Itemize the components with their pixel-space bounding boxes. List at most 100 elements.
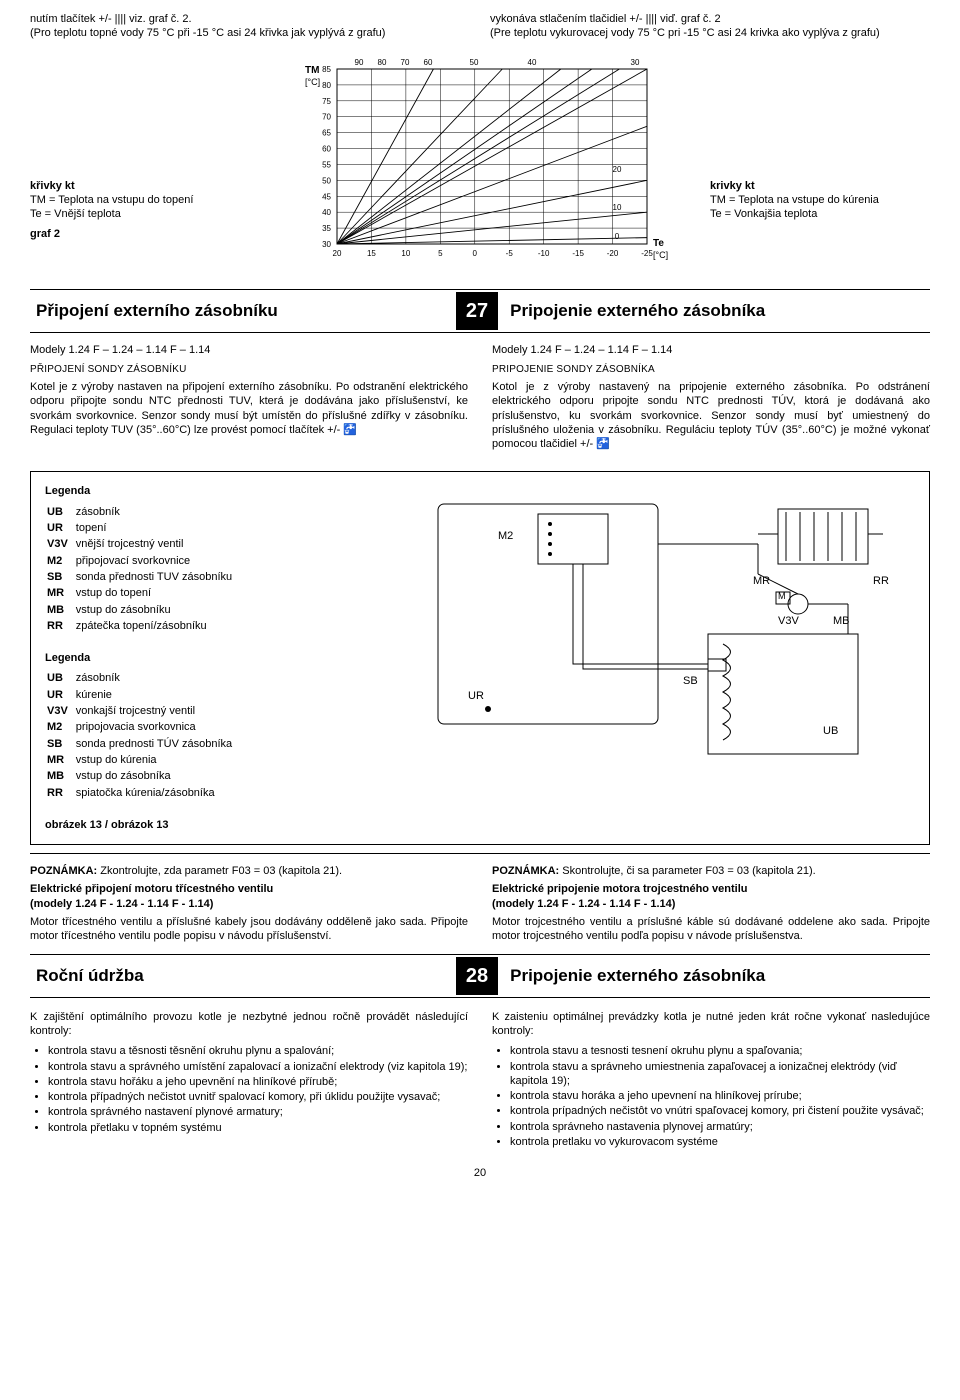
svg-text:-20: -20 bbox=[607, 249, 619, 258]
section-27-bar: Připojení externího zásobníku 27 Pripoje… bbox=[30, 289, 930, 333]
curves-left-title: křivky kt bbox=[30, 179, 250, 193]
svg-text:10: 10 bbox=[401, 249, 410, 258]
svg-text:MR: MR bbox=[753, 575, 770, 587]
maintenance-left: K zajištění optimálního provozu kotle je… bbox=[30, 1010, 468, 1151]
curves-legend-right: krivky kt TM = Teplota na vstupe do kúre… bbox=[710, 49, 930, 222]
maint-right-intro: K zaisteniu optimálnej prevádzky kotla j… bbox=[492, 1010, 930, 1039]
curves-left-tm: TM = Teplota na vstupu do topení bbox=[30, 193, 250, 207]
note-right: POZNÁMKA: Skontrolujte, či sa parameter … bbox=[492, 864, 930, 943]
svg-text:15: 15 bbox=[367, 249, 376, 258]
legend-row: URkúrenie bbox=[47, 688, 232, 702]
chart-row: křivky kt TM = Teplota na vstupu do tope… bbox=[30, 49, 930, 269]
notes-row: POZNÁMKA: Zkontrolujte, zda parametr F03… bbox=[30, 864, 930, 943]
para-left: Kotel je z výroby nastaven na připojení … bbox=[30, 380, 468, 437]
svg-text:40: 40 bbox=[322, 208, 331, 217]
note-left-p1: POZNÁMKA: Zkontrolujte, zda parametr F03… bbox=[30, 864, 468, 878]
svg-text:70: 70 bbox=[322, 112, 331, 121]
legend-cz: Legenda UBzásobníkURtopeníV3Vvnější troj… bbox=[45, 484, 345, 635]
svg-text:M2: M2 bbox=[498, 530, 513, 542]
svg-text:30: 30 bbox=[631, 58, 640, 67]
legend-sk-table: UBzásobníkURkúrenieV3Vvonkajší trojcestn… bbox=[45, 669, 234, 801]
wiring-diagram: M2URUBSBMRRRV3VMMB bbox=[378, 484, 898, 784]
legend-row: M2připojovací svorkovnice bbox=[47, 554, 232, 568]
header-left-line1: nutím tlačítek +/- |||| viz. graf č. 2. bbox=[30, 12, 470, 26]
svg-text:45: 45 bbox=[322, 192, 331, 201]
svg-text:10: 10 bbox=[613, 203, 622, 212]
section-27-right: Modely 1.24 F – 1.24 – 1.14 F – 1.14 PRI… bbox=[492, 343, 930, 458]
legend-row: MBvstup do zásobníku bbox=[47, 603, 232, 617]
header-text-row: nutím tlačítek +/- |||| viz. graf č. 2. … bbox=[30, 12, 930, 41]
section-27-body: Modely 1.24 F – 1.24 – 1.14 F – 1.14 PŘI… bbox=[30, 343, 930, 458]
svg-text:SB: SB bbox=[683, 675, 698, 687]
page-number: 20 bbox=[30, 1166, 930, 1180]
svg-text:40: 40 bbox=[528, 58, 537, 67]
svg-text:M: M bbox=[778, 591, 786, 601]
svg-text:70: 70 bbox=[401, 58, 410, 67]
curves-right-te: Te = Vonkajšia teplota bbox=[710, 207, 930, 221]
curves-right-tm: TM = Teplota na vstupe do kúrenia bbox=[710, 193, 930, 207]
divider-1 bbox=[30, 853, 930, 854]
list-item: kontrola správneho nastavenia plynovej a… bbox=[510, 1120, 930, 1134]
legend-diagram-box: Legenda UBzásobníkURtopeníV3Vvnější troj… bbox=[30, 471, 930, 845]
legend-row: MBvstup do zásobníka bbox=[47, 769, 232, 783]
svg-text:50: 50 bbox=[470, 58, 479, 67]
maint-right-list: kontrola stavu a tesnosti tesnení okruhu… bbox=[510, 1044, 930, 1149]
maint-left-list: kontrola stavu a těsnosti těsnění okruhu… bbox=[48, 1044, 468, 1135]
section-27-left-title: Připojení externího zásobníku bbox=[30, 290, 456, 332]
legend-row: MRvstup do topení bbox=[47, 586, 232, 600]
list-item: kontrola případných nečistot uvnitř spal… bbox=[48, 1090, 468, 1104]
header-left: nutím tlačítek +/- |||| viz. graf č. 2. … bbox=[30, 12, 470, 41]
svg-text:V3V: V3V bbox=[778, 615, 799, 627]
models-right: Modely 1.24 F – 1.24 – 1.14 F – 1.14 bbox=[492, 343, 930, 357]
list-item: kontrola stavu a těsnosti těsnění okruhu… bbox=[48, 1044, 468, 1058]
svg-text:[°C]: [°C] bbox=[653, 250, 668, 260]
svg-text:-5: -5 bbox=[506, 249, 514, 258]
legend-row: SBsonda přednosti TUV zásobníku bbox=[47, 570, 232, 584]
svg-text:UB: UB bbox=[823, 725, 838, 737]
svg-text:60: 60 bbox=[322, 144, 331, 153]
svg-text:-15: -15 bbox=[572, 249, 584, 258]
section-27-number: 27 bbox=[456, 292, 498, 330]
para-right: Kotol je z výroby nastavený na pripojeni… bbox=[492, 380, 930, 451]
section-28-left-title: Roční údržba bbox=[30, 955, 456, 997]
list-item: kontrola prípadných nečistôt vo vnútri s… bbox=[510, 1104, 930, 1118]
chart-svg-wrap: 85807570656055504540353020151050-5-10-15… bbox=[250, 49, 710, 269]
legend-row: RRzpátečka topení/zásobníku bbox=[47, 619, 232, 633]
svg-text:90: 90 bbox=[355, 58, 364, 67]
curves-left-graf: graf 2 bbox=[30, 227, 250, 241]
svg-text:0: 0 bbox=[615, 231, 620, 240]
legend-row: URtopení bbox=[47, 521, 232, 535]
curves-left-te: Te = Vnější teplota bbox=[30, 207, 250, 221]
header-left-line2: (Pro teplotu topné vody 75 °C při -15 °C… bbox=[30, 26, 470, 40]
svg-text:80: 80 bbox=[378, 58, 387, 67]
legend-sk-title: Legenda bbox=[45, 651, 345, 665]
svg-text:30: 30 bbox=[322, 240, 331, 249]
header-right-line2: (Pre teplotu vykurovacej vody 75 °C pri … bbox=[490, 26, 930, 40]
legend-cz-title: Legenda bbox=[45, 484, 345, 498]
heating-curve-chart: 85807570656055504540353020151050-5-10-15… bbox=[275, 49, 685, 269]
models-left: Modely 1.24 F – 1.24 – 1.14 F – 1.14 bbox=[30, 343, 468, 357]
svg-text:-25: -25 bbox=[641, 249, 653, 258]
subhead-left: PŘIPOJENÍ SONDY ZÁSOBNÍKU bbox=[30, 363, 468, 376]
svg-text:-10: -10 bbox=[538, 249, 550, 258]
note-right-p2: Motor trojcestného ventilu a príslušné k… bbox=[492, 915, 930, 944]
maintenance-right: K zaisteniu optimálnej prevádzky kotla j… bbox=[492, 1010, 930, 1151]
svg-text:MB: MB bbox=[833, 615, 850, 627]
legend-cz-table: UBzásobníkURtopeníV3Vvnější trojcestný v… bbox=[45, 503, 234, 635]
svg-text:0: 0 bbox=[473, 249, 478, 258]
svg-text:75: 75 bbox=[322, 96, 331, 105]
wiring-diagram-wrap: M2URUBSBMRRRV3VMMB bbox=[361, 484, 915, 832]
note-left-h: Elektrické připojení motoru třícestného … bbox=[30, 882, 468, 896]
legend-row: RRspiatočka kúrenia/zásobníka bbox=[47, 786, 232, 800]
svg-text:[°C]: [°C] bbox=[305, 77, 320, 87]
maintenance-row: K zajištění optimálního provozu kotle je… bbox=[30, 1010, 930, 1151]
list-item: kontrola stavu a správneho umiestnenia z… bbox=[510, 1060, 930, 1089]
curves-legend-left: křivky kt TM = Teplota na vstupu do tope… bbox=[30, 49, 250, 242]
curves-right-title: krivky kt bbox=[710, 179, 930, 193]
list-item: kontrola stavu horáka a jeho upevnení na… bbox=[510, 1089, 930, 1103]
header-right-line1: vykonáva stlačením tlačidiel +/- |||| vi… bbox=[490, 12, 930, 26]
figure-13-label: obrázek 13 / obrázok 13 bbox=[45, 818, 345, 832]
legend-row: MRvstup do kúrenia bbox=[47, 753, 232, 767]
legend-row: SBsonda prednosti TÚV zásobníka bbox=[47, 737, 232, 751]
list-item: kontrola stavu hořáku a jeho upevnění na… bbox=[48, 1075, 468, 1089]
